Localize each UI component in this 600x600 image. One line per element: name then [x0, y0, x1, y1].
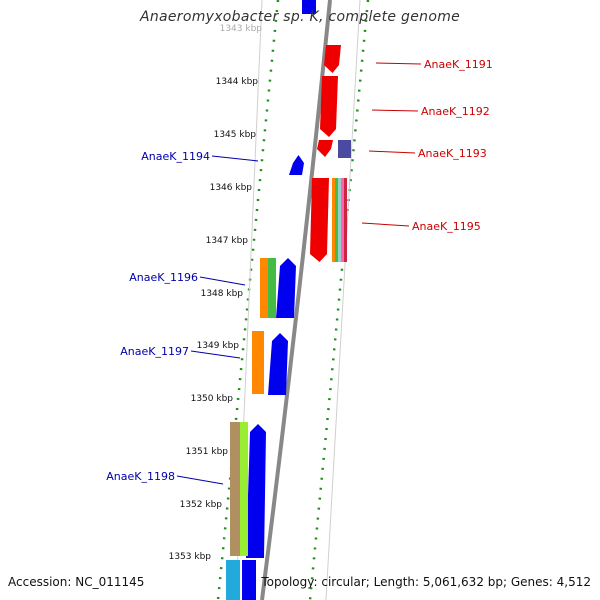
tick-label: 1348 kbp — [201, 289, 244, 299]
tick-label: 1349 kbp — [197, 341, 240, 351]
tick-label: 1353 kbp — [169, 552, 212, 562]
genome-stats-label: Topology: circular; Length: 5,061,632 bp… — [261, 575, 591, 589]
genome-backbone — [260, 0, 332, 600]
gene-AnaeK_1198 — [246, 424, 266, 558]
domain-stripe-1195-3 — [341, 178, 344, 262]
domain-stripe-1198-tan — [230, 422, 240, 556]
gene-AnaeK_1194 — [289, 155, 304, 175]
domain-stripe-1195-0 — [332, 178, 335, 262]
tick-label: 1346 kbp — [210, 183, 253, 193]
domain-stripe-1196-orange — [260, 258, 268, 318]
leader-AnaeK_1197 — [190, 350, 241, 359]
tick-label: 1344 kbp — [216, 77, 259, 87]
gene-label-AnaeK_1192: AnaeK_1192 — [421, 105, 490, 118]
domain-stripe-1195-4 — [344, 178, 347, 262]
leader-AnaeK_1196 — [199, 276, 246, 286]
domain-stripe-1195-2 — [338, 178, 341, 262]
gene-small-purple — [338, 140, 351, 158]
inner-ring-dotted — [216, 0, 280, 600]
leader-AnaeK_1191 — [375, 62, 422, 65]
gene-label-AnaeK_1194: AnaeK_1194 — [141, 150, 210, 163]
gene-next-blue — [242, 560, 256, 600]
tick-label: 1345 kbp — [214, 130, 257, 140]
gene-AnaeK_1192 — [320, 76, 338, 137]
leader-AnaeK_1195 — [361, 222, 410, 227]
domain-stripe-1195-1 — [335, 178, 338, 262]
gene-label-AnaeK_1196: AnaeK_1196 — [129, 271, 198, 284]
tick-label: 1352 kbp — [180, 500, 223, 510]
minor-ring-right — [325, 0, 361, 600]
page-title: Anaeromyxobacter sp. K, complete genome — [139, 9, 461, 25]
outer-ring-dotted — [308, 0, 370, 600]
gene-AnaeK_1195 — [310, 178, 329, 262]
leader-AnaeK_1192 — [371, 109, 419, 112]
gene-label-AnaeK_1197: AnaeK_1197 — [120, 345, 189, 358]
gene-AnaeK_1193 — [317, 140, 333, 157]
domain-stripe-1197-orange — [252, 331, 264, 394]
gene-label-AnaeK_1193: AnaeK_1193 — [418, 147, 487, 160]
domain-stripe-next-cyan — [226, 560, 240, 600]
gene-label-AnaeK_1191: AnaeK_1191 — [424, 58, 493, 71]
accession-label: Accession: NC_011145 — [8, 575, 145, 589]
gene-AnaeK_1197 — [268, 333, 288, 395]
gene-label-AnaeK_1195: AnaeK_1195 — [412, 220, 481, 233]
tick-label: 1351 kbp — [186, 447, 229, 457]
gene-prev-blue — [302, 0, 316, 14]
leader-AnaeK_1194 — [211, 155, 259, 162]
gene-AnaeK_1196 — [276, 258, 296, 318]
tick-label: 1343 kbp — [220, 24, 263, 34]
domain-stripe-1198-lime — [240, 422, 248, 556]
gene-AnaeK_1191 — [324, 45, 341, 73]
leader-AnaeK_1198 — [176, 475, 224, 485]
leader-AnaeK_1193 — [368, 150, 416, 154]
tick-label: 1350 kbp — [191, 394, 234, 404]
gene-label-AnaeK_1198: AnaeK_1198 — [106, 470, 175, 483]
domain-stripe-1196-green — [268, 258, 276, 318]
tick-label: 1347 kbp — [206, 236, 249, 246]
